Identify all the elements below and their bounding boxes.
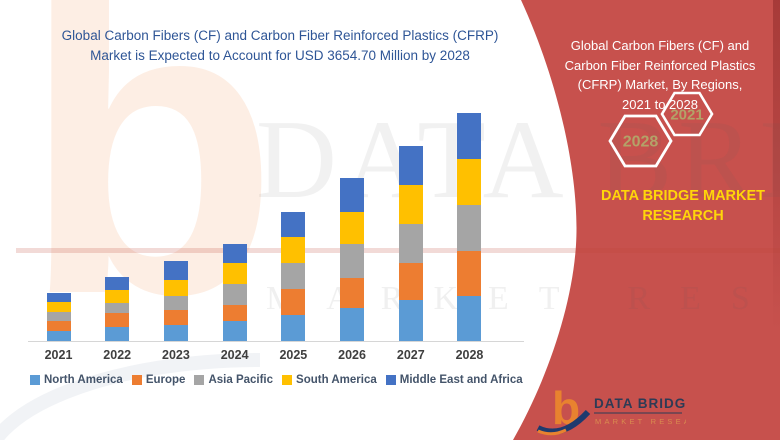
chart-title-line2: Market is Expected to Account for USD 36… bbox=[90, 48, 470, 63]
bar-segment-2028-north-america bbox=[457, 296, 482, 341]
bar-segment-2026-asia-pacific bbox=[340, 244, 365, 279]
panel-edge-shadow bbox=[773, 0, 780, 330]
bar-segment-2028-middle-east-and-africa bbox=[457, 112, 482, 159]
bar-segment-2027-europe bbox=[398, 262, 423, 300]
year-hexagon-badges: 2021 2028 bbox=[608, 91, 714, 168]
bar-segment-2022-asia-pacific bbox=[105, 302, 130, 313]
hexagon-2028-label: 2028 bbox=[623, 134, 659, 151]
legend-item-europe: Europe bbox=[131, 374, 186, 386]
legend-label: Middle East and Africa bbox=[399, 374, 523, 386]
bar-segment-2026-middle-east-and-africa bbox=[340, 178, 365, 212]
bar-segment-2028-south-america bbox=[457, 158, 482, 205]
bar-segment-2025-south-america bbox=[281, 237, 306, 264]
hexagon-2021: 2021 bbox=[660, 91, 714, 137]
brand-text: DATA BRIDGE MARKET RESEARCH bbox=[585, 186, 780, 226]
x-axis-label-2021: 2021 bbox=[44, 348, 73, 362]
legend-swatch bbox=[131, 375, 142, 385]
bar-segment-2023-asia-pacific bbox=[163, 295, 188, 310]
stacked-bar-2021 bbox=[46, 293, 71, 341]
bar-segment-2023-south-america bbox=[163, 279, 188, 296]
bar-segment-2022-middle-east-and-africa bbox=[105, 277, 130, 291]
chart-title-line1: Global Carbon Fibers (CF) and Carbon Fib… bbox=[61, 28, 499, 43]
databridge-logo: b DATA BRIDGE MARKET RESEARCH bbox=[536, 384, 686, 436]
legend-label: Asia Pacific bbox=[208, 374, 274, 386]
logo-text-databridge: DATA BRIDGE bbox=[594, 396, 686, 411]
chart-legend: North America Europe Asia Pacific South Ame… bbox=[30, 374, 554, 386]
panel-title-line1: Global Carbon Fibers (CF) and bbox=[570, 38, 750, 53]
bar-segment-2024-europe bbox=[222, 304, 247, 322]
legend-item-north-america: North America bbox=[30, 374, 123, 386]
bar-segment-2026-north-america bbox=[340, 308, 365, 341]
legend-label: North America bbox=[44, 374, 123, 386]
panel-title: Global Carbon Fibers (CF) and Carbon Fib… bbox=[557, 36, 763, 114]
stacked-bar-2022 bbox=[105, 277, 130, 341]
stacked-bar-2028 bbox=[457, 112, 482, 341]
bar-segment-2027-north-america bbox=[398, 299, 423, 341]
bar-segment-2022-south-america bbox=[105, 290, 130, 303]
panel-title-line3: (CFRP) Market, By Regions, bbox=[577, 77, 743, 92]
bar-segment-2025-middle-east-and-africa bbox=[281, 211, 306, 238]
legend-item-middle-east-and-africa: Middle East and Africa bbox=[385, 374, 523, 386]
bar-segment-2027-middle-east-and-africa bbox=[398, 146, 423, 186]
bar-segment-2022-europe bbox=[105, 312, 130, 328]
stacked-bar-chart: 2021 2022 2023 2024 2025 2026 2027 2028 bbox=[28, 112, 524, 362]
stacked-bar-2026 bbox=[340, 178, 365, 341]
bar-segment-2024-north-america bbox=[222, 321, 247, 341]
x-axis-label-2025: 2025 bbox=[279, 348, 308, 362]
brand-text-line1: DATA BRIDGE MARKET bbox=[600, 188, 766, 204]
logo-text-marketresearch: MARKET RESEARCH bbox=[595, 417, 686, 426]
bar-segment-2023-europe bbox=[163, 309, 188, 325]
legend-swatch bbox=[385, 375, 396, 385]
legend-item-south-america: South America bbox=[282, 374, 377, 386]
bar-segment-2022-north-america bbox=[105, 327, 130, 341]
chart-title: Global Carbon Fibers (CF) and Carbon Fib… bbox=[10, 26, 550, 66]
bar-segment-2024-middle-east-and-africa bbox=[222, 243, 247, 263]
watermark-swoosh-line bbox=[16, 248, 780, 253]
x-axis-label-2027: 2027 bbox=[396, 348, 425, 362]
legend-swatch bbox=[282, 375, 293, 385]
bar-segment-2025-asia-pacific bbox=[281, 263, 306, 290]
stacked-bar-2025 bbox=[281, 211, 306, 341]
bar-segment-2024-asia-pacific bbox=[222, 283, 247, 305]
panel-title-line2: Carbon Fiber Reinforced Plastics bbox=[564, 57, 756, 73]
x-axis-label-2022: 2022 bbox=[103, 348, 132, 362]
bar-segment-2023-north-america bbox=[163, 325, 188, 341]
bar-segment-2025-europe bbox=[281, 289, 306, 316]
bar-segment-2027-asia-pacific bbox=[398, 224, 423, 263]
hexagon-2028: 2028 bbox=[608, 114, 673, 168]
bar-segment-2025-north-america bbox=[281, 315, 306, 341]
x-axis-label-2023: 2023 bbox=[162, 348, 190, 362]
bar-segment-2026-europe bbox=[340, 278, 365, 309]
bar-segment-2026-south-america bbox=[340, 211, 365, 245]
hexagon-2021-label: 2021 bbox=[670, 107, 703, 124]
bar-segment-2023-middle-east-and-africa bbox=[163, 260, 188, 280]
bar-segment-2021-north-america bbox=[46, 331, 71, 341]
bar-segment-2021-middle-east-and-africa bbox=[46, 293, 71, 303]
bar-segment-2021-europe bbox=[46, 320, 71, 331]
bar-segment-2027-south-america bbox=[398, 185, 423, 225]
bar-segment-2024-south-america bbox=[222, 262, 247, 284]
x-axis-line bbox=[28, 341, 524, 342]
x-axis-label-2024: 2024 bbox=[220, 348, 249, 362]
legend-label: South America bbox=[296, 374, 377, 386]
legend-label: Europe bbox=[145, 374, 186, 386]
stacked-bar-2023 bbox=[163, 260, 188, 341]
panel-title-line4: 2021 to 2028 bbox=[622, 96, 698, 112]
x-axis-label-2028: 2028 bbox=[455, 348, 484, 362]
bar-segment-2028-asia-pacific bbox=[457, 204, 482, 251]
stacked-bar-2024 bbox=[222, 243, 247, 341]
x-axis-label-2026: 2026 bbox=[338, 348, 366, 362]
legend-item-asia-pacific: Asia Pacific bbox=[194, 374, 273, 386]
stacked-bar-2027 bbox=[398, 146, 423, 341]
legend-swatch bbox=[194, 375, 205, 385]
logo-swoosh-orange bbox=[537, 428, 567, 436]
legend-swatch bbox=[30, 375, 40, 385]
bar-segment-2021-asia-pacific bbox=[46, 311, 71, 321]
bar-segment-2028-europe bbox=[457, 250, 482, 296]
bar-segment-2021-south-america bbox=[46, 302, 71, 312]
brand-text-line2: RESEARCH bbox=[642, 208, 724, 224]
